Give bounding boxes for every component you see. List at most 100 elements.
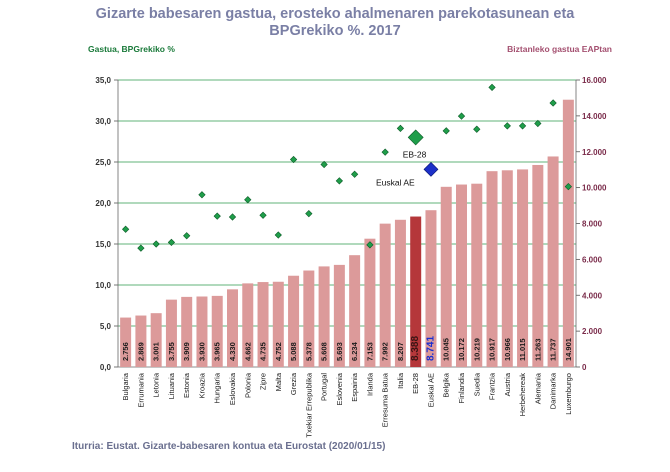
category-label: Alemania	[533, 372, 542, 404]
diamond-marker	[152, 240, 160, 248]
bar-value-label: 4.330	[228, 342, 237, 361]
left-axis-tick-label: 35,0	[95, 76, 111, 85]
bar	[288, 275, 300, 367]
diamond-marker	[503, 122, 511, 130]
right-axis-tick-label: 4.000	[582, 291, 603, 300]
diamond-marker	[442, 127, 450, 135]
bar	[135, 315, 147, 367]
diamond-marker	[534, 119, 542, 128]
annotation-euskal-ae: Euskal AE	[376, 177, 415, 187]
bar	[242, 283, 254, 367]
category-label: Hungaria	[213, 372, 222, 403]
diamond-marker	[366, 241, 374, 249]
bar	[196, 296, 208, 367]
left-axis-tick-label: 15,0	[95, 240, 111, 249]
diamond-marker	[457, 112, 466, 120]
category-label: Frantzia	[488, 372, 497, 400]
category-label: Zipre	[259, 373, 268, 390]
category-label: Belgika	[442, 372, 451, 397]
bar-value-label: 11.737	[549, 338, 558, 361]
diamond-marker	[228, 213, 237, 221]
right-axis-tick-label: 16.000	[582, 76, 607, 85]
bar-value-label: 3.930	[197, 342, 206, 361]
category-label: Luxemburgo	[564, 373, 573, 415]
diamond-marker	[407, 129, 424, 146]
category-label: Kroazia	[197, 372, 206, 398]
right-axis-tick-label: 12.000	[582, 148, 607, 157]
diamond-marker	[213, 212, 221, 220]
bar	[165, 299, 177, 367]
bar	[120, 317, 132, 367]
bar	[272, 281, 284, 367]
bar-value-label: 2.869	[136, 342, 145, 361]
category-label: Eslovakia	[228, 372, 237, 405]
bar-value-label: 4.662	[243, 342, 252, 361]
diamond-marker	[396, 124, 405, 133]
right-axis-title: Biztanleko gastua EAPtan	[507, 44, 612, 54]
bar-value-label: 5.693	[335, 342, 344, 361]
diamond-marker	[488, 83, 496, 92]
category-label: Txekiar Errepublika	[304, 372, 313, 437]
left-axis-tick-label: 25,0	[95, 158, 111, 167]
category-label: Danimarka	[549, 372, 558, 409]
diamond-marker	[423, 161, 439, 177]
bar	[318, 266, 330, 367]
chart-title-line1: Gizarte babesaren gastua, erosteko ahalm…	[95, 6, 575, 22]
diamond-marker	[289, 155, 298, 164]
diamond-marker	[564, 182, 572, 191]
bar	[257, 282, 269, 367]
bar-value-label: 3.965	[213, 342, 222, 361]
left-axis-tick-label: 20,0	[95, 199, 111, 208]
bar	[333, 264, 345, 367]
category-label: Lituania	[167, 372, 176, 399]
diamond-marker	[198, 191, 206, 199]
bar	[364, 238, 376, 367]
diamond-marker	[320, 160, 328, 169]
bar-value-label: 4.752	[274, 342, 283, 361]
category-label: Espainia	[350, 372, 359, 402]
bar-value-label: 3.909	[182, 342, 191, 361]
category-label: EB-28	[411, 373, 420, 394]
bar-value-label: 8.388	[410, 336, 421, 361]
bar	[227, 289, 238, 367]
chart-title: Gizarte babesaren gastua, erosteko ahalm…	[0, 6, 670, 40]
bar-value-label: 11.263	[533, 338, 542, 361]
diamond-marker	[381, 148, 389, 156]
bar-value-label: 6.234	[350, 341, 359, 361]
diamond-marker	[244, 196, 252, 204]
bar	[211, 295, 223, 367]
category-label: Austria	[503, 372, 512, 396]
bar-value-label: 10.045	[442, 338, 451, 361]
bar	[349, 255, 361, 367]
category-label: Suedia	[472, 372, 481, 396]
diamond-marker	[549, 99, 557, 107]
category-label: Euskal AE	[426, 373, 435, 407]
category-label: Errumania	[136, 372, 145, 407]
left-axis-tick-label: 5,0	[100, 322, 112, 331]
diamond-marker	[137, 244, 145, 252]
bar	[150, 313, 162, 367]
bar	[303, 270, 315, 367]
bar-value-label: 7.153	[365, 342, 374, 361]
bar-value-label: 10.966	[503, 338, 512, 361]
diamond-marker	[259, 211, 267, 219]
left-axis-title: Gastua, BPGrekiko %	[88, 44, 175, 54]
category-label: Bulgaria	[121, 372, 130, 400]
bar-value-label: 5.378	[304, 342, 313, 361]
category-label: Erresuma Batua	[381, 372, 390, 427]
category-label: Estonia	[182, 372, 191, 398]
bar	[547, 156, 559, 367]
source-note: Iturria: Eustat. Gizarte-babesaren kontu…	[72, 441, 386, 452]
bar-value-label: 10.219	[472, 338, 481, 361]
bar-value-label: 14.901	[564, 338, 573, 361]
category-label: Malta	[274, 372, 283, 391]
chart-title-line2: BPGrekiko %. 2017	[269, 23, 401, 39]
bar	[410, 216, 422, 367]
diamond-marker	[122, 225, 130, 233]
left-axis-tick-label: 0,0	[100, 363, 112, 372]
bar-value-label: 2.756	[121, 342, 130, 361]
bar-value-label: 8.741	[425, 336, 436, 361]
right-axis-tick-label: 6.000	[582, 255, 603, 264]
category-label: Polonia	[243, 372, 252, 398]
right-axis-tick-label: 10.000	[582, 184, 607, 193]
